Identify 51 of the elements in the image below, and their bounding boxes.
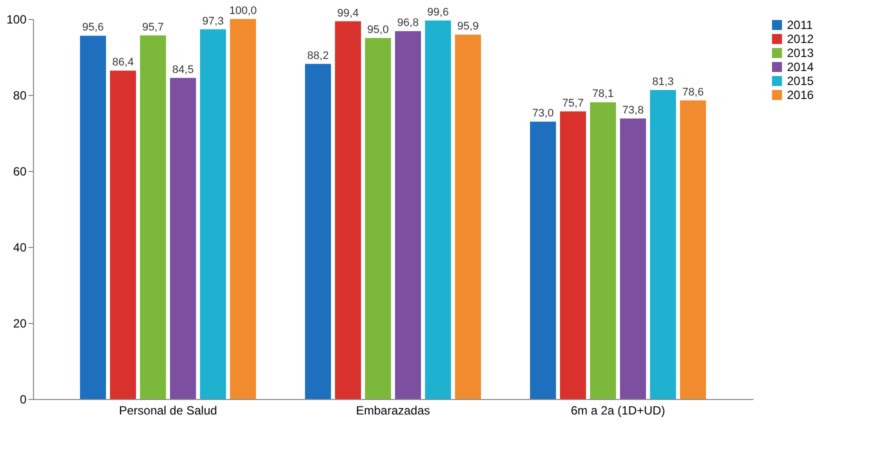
data-label: 86,4: [112, 56, 134, 69]
data-label: 99,6: [427, 6, 449, 19]
bar: [170, 78, 196, 399]
legend-label: 2012: [787, 32, 814, 46]
data-label: 75,7: [562, 97, 584, 110]
data-label: 95,0: [367, 24, 389, 36]
bar: [230, 19, 256, 399]
data-label: 96,8: [397, 17, 419, 30]
y-tick-label: 20: [13, 316, 27, 330]
data-label: 99,4: [337, 7, 359, 20]
bar: [200, 29, 226, 399]
legend-label: 2011: [787, 18, 814, 32]
bar: [365, 38, 391, 399]
y-tick-label: 80: [13, 88, 27, 102]
data-label: 95,9: [457, 20, 479, 33]
data-label: 73,0: [532, 108, 554, 120]
bar: [110, 70, 136, 399]
bar: [395, 31, 421, 399]
data-label: 95,7: [142, 21, 164, 34]
data-label: 81,3: [652, 76, 674, 88]
bar: [425, 20, 451, 399]
x-tick-label: Personal de Salud: [118, 404, 218, 418]
y-tick-label: 60: [13, 164, 27, 178]
data-label: 78,6: [682, 86, 704, 98]
x-tick-label: 6m a 2a (1D+UD): [570, 404, 666, 418]
legend-label: 2014: [787, 60, 814, 74]
y-tick-label: 0: [20, 392, 27, 406]
bar: [620, 118, 646, 399]
data-label: 84,5: [172, 64, 194, 76]
data-label: 97,3: [202, 15, 224, 28]
bar: [140, 35, 166, 399]
bar: [530, 122, 556, 399]
x-tick-label: Embarazadas: [356, 404, 430, 418]
y-tick-label: 100: [6, 12, 27, 26]
data-label: 78,1: [592, 88, 614, 100]
bar: [305, 64, 331, 399]
data-label: 100,0: [229, 5, 257, 17]
legend-label: 2015: [787, 74, 814, 88]
data-label: 95,6: [82, 22, 104, 34]
bar: [335, 21, 361, 399]
legend-label: 2013: [787, 46, 814, 60]
bar: [650, 90, 676, 399]
bar: [680, 100, 706, 399]
bar: [560, 111, 586, 399]
data-label: 88,2: [307, 50, 329, 62]
bar: [80, 36, 106, 399]
legend-label: 2016: [787, 88, 814, 102]
data-label: 73,8: [622, 104, 644, 117]
bar: [590, 102, 616, 399]
y-tick-label: 40: [13, 240, 27, 254]
bar: [455, 34, 481, 399]
